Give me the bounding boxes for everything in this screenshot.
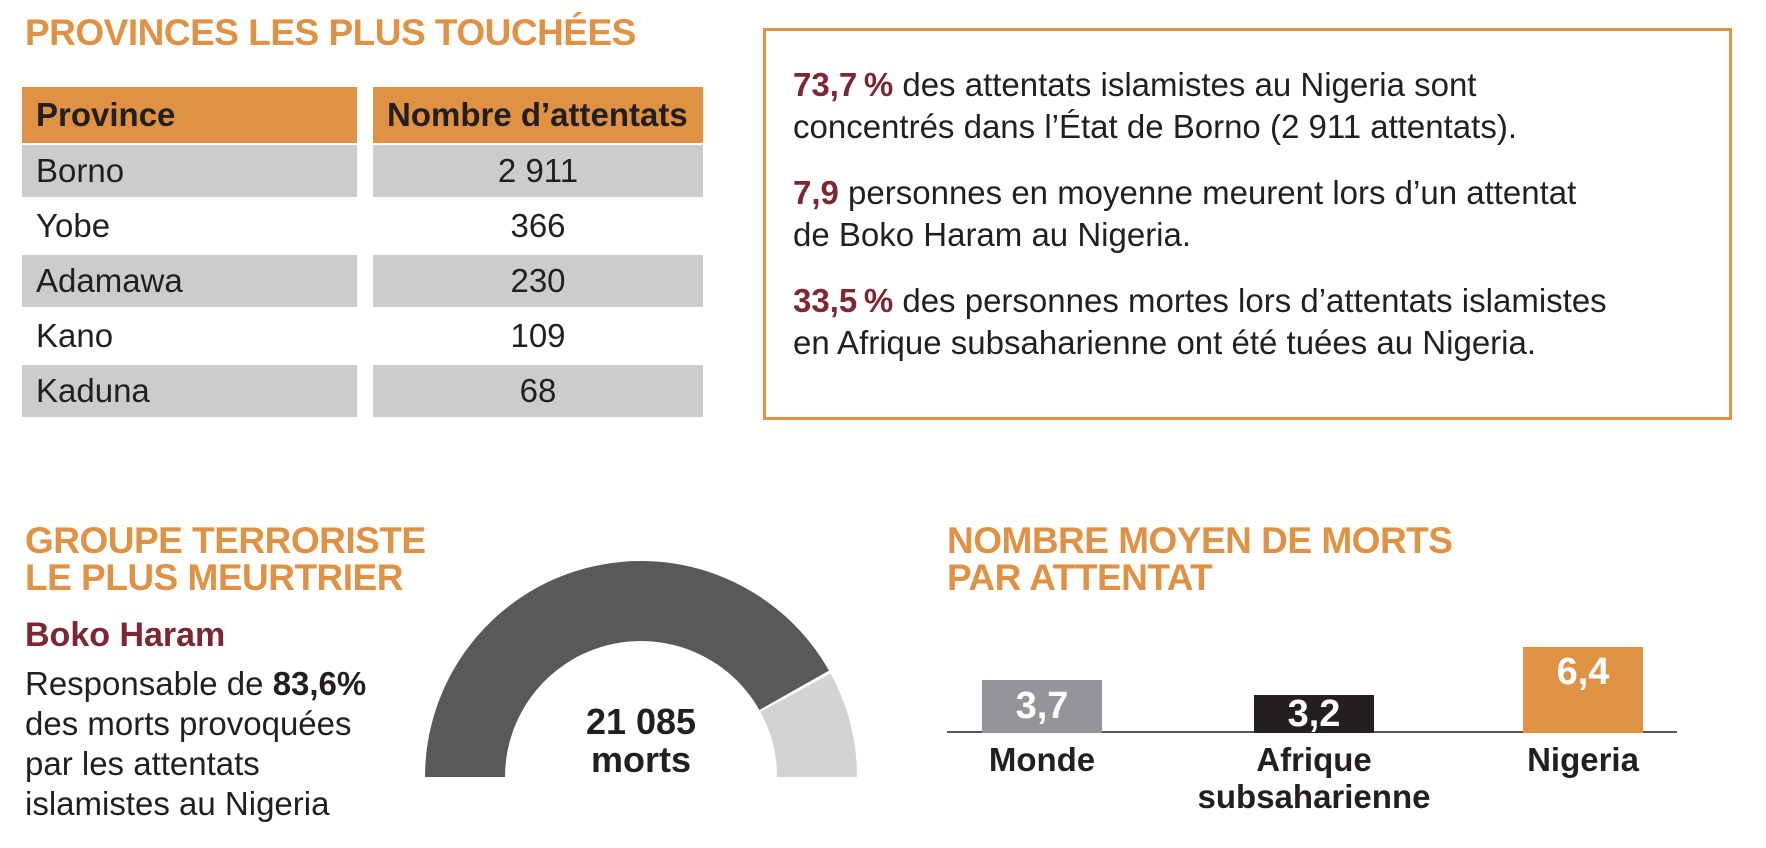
bar-afrique-subsaharienne: 3,2 <box>1254 692 1374 735</box>
stat-average-deaths-text-line1: personnes en moyenne meurent lors d’un a… <box>838 174 1577 211</box>
bar-value-afrique-subsaharienne: 3,2 <box>1287 692 1341 735</box>
bar-chart-title-line2: PAR ATTENTAT <box>947 557 1213 598</box>
table-cell-province-yobe: Yobe <box>36 207 111 244</box>
stat-nigeria-share-value: 33,5 % <box>793 282 894 319</box>
group-title-line1: GROUPE TERRORISTE <box>25 520 426 561</box>
key-stats-box: 73,7 % des attentats islamistes au Niger… <box>763 28 1732 420</box>
table-cell-count-kano: 109 <box>510 317 566 354</box>
gauge-segment-boko-haram <box>425 560 829 777</box>
table-cell-province-kaduna: Kaduna <box>22 365 357 417</box>
bar-value-monde: 3,7 <box>1015 685 1069 727</box>
column-header-attack-count: Nombre d’attentats <box>373 87 703 143</box>
category-label-nigeria: Nigeria <box>1527 741 1639 778</box>
group-share-value: 83,6% <box>272 665 367 702</box>
stat-average-deaths-value: 7,9 <box>793 174 839 211</box>
group-description-line2: des morts provoquées <box>25 705 352 742</box>
group-title: GROUPE TERRORISTE LE PLUS MEURTRIER <box>25 522 426 596</box>
table-cell-count-kaduna: 68 <box>373 365 703 417</box>
gauge-segment-other-groups <box>760 673 857 777</box>
group-description: Responsable de 83,6% des morts provoquée… <box>25 664 366 824</box>
column-header-province: Province <box>22 87 357 143</box>
table-cell-count-borno: 2 911 <box>373 145 703 197</box>
provinces-table-count-column: Nombre d’attentats 2 911 366 230 109 68 <box>373 87 703 420</box>
provinces-title: PROVINCES LES PLUS TOUCHÉES <box>25 12 636 53</box>
stat-nigeria-share-text-line2: en Afrique subsaharienne ont été tuées a… <box>793 324 1537 361</box>
group-description-line4: islamistes au Nigeria <box>25 785 330 822</box>
table-cell-count-adamawa: 230 <box>373 255 703 307</box>
stat-borno-share-text-line1: des attentats islamistes au Nigeria sont <box>893 66 1477 103</box>
stat-borno-share-text-line2: concentrés dans l’État de Borno (2 911 a… <box>793 108 1517 145</box>
gauge-deaths-unit: morts <box>590 739 692 780</box>
bar-monde: 3,7 <box>982 680 1102 733</box>
stat-average-deaths-text-line2: de Boko Haram au Nigeria. <box>793 216 1192 253</box>
group-description-line1-prefix: Responsable de <box>25 665 273 702</box>
bar-nigeria: 6,4 <box>1523 647 1643 733</box>
bar-chart-title: NOMBRE MOYEN DE MORTS PAR ATTENTAT <box>947 520 1453 598</box>
stat-average-deaths: 7,9 personnes en moyenne meurent lors d’… <box>793 172 1711 256</box>
stat-nigeria-share-text-line1: des personnes mortes lors d’attentats is… <box>893 282 1607 319</box>
bar-chart-title-line1: NOMBRE MOYEN DE MORTS <box>947 520 1453 561</box>
gauge-center-label: 21 085 morts <box>491 703 791 779</box>
stat-borno-share: 73,7 % des attentats islamistes au Niger… <box>793 64 1711 148</box>
deaths-gauge-chart <box>425 560 857 777</box>
group-description-line3: par les attentats <box>25 745 260 782</box>
group-title-line2: LE PLUS MEURTRIER <box>25 557 403 598</box>
bar-value-nigeria: 6,4 <box>1556 651 1610 693</box>
table-cell-count-yobe: 366 <box>510 207 566 244</box>
table-cell-province-adamawa: Adamawa <box>22 255 357 307</box>
category-label-afrique-subsaharienne: Afrique subsaharienne <box>1197 741 1431 815</box>
category-label-monde: Monde <box>988 741 1096 778</box>
stat-borno-share-value: 73,7 % <box>793 66 894 103</box>
stat-nigeria-share: 33,5 % des personnes mortes lors d’atten… <box>793 280 1711 364</box>
group-name: Boko Haram <box>25 616 226 654</box>
table-cell-province-borno: Borno <box>22 145 357 197</box>
gauge-total-deaths: 21 085 <box>585 701 697 742</box>
table-cell-province-kano: Kano <box>36 317 114 354</box>
provinces-table-province-column: Province Borno Yobe Adamawa Kano Kaduna <box>22 87 357 420</box>
